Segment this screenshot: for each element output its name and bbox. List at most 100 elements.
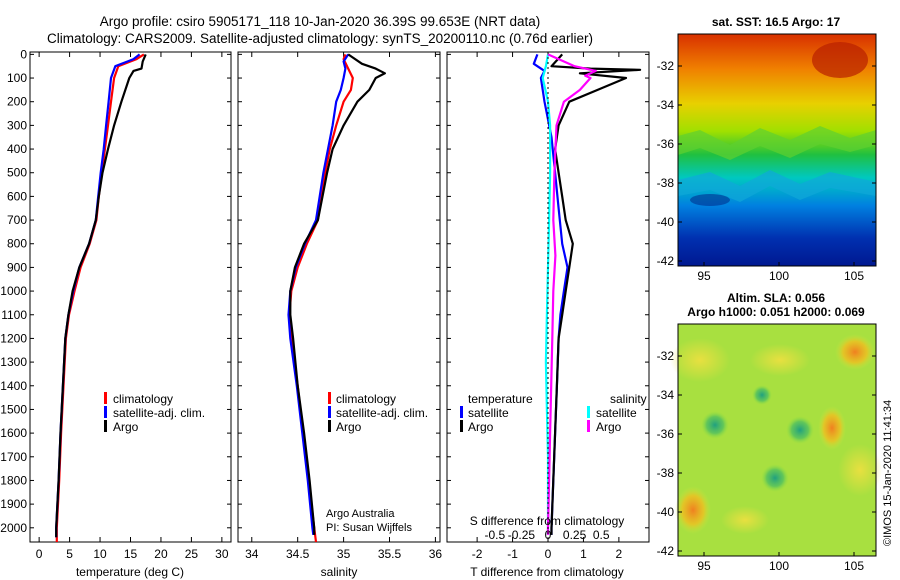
timestamp-stamp: ©IMOS 15-Jan-2020 11:41:34 bbox=[882, 400, 894, 546]
s-difference-title: S difference from climatology bbox=[470, 514, 625, 528]
depth-tick-label: 100 bbox=[7, 71, 27, 85]
depth-tick-label: 1100 bbox=[1, 308, 27, 322]
x-tick-label: 25 bbox=[185, 547, 199, 561]
legend-argo: Argo bbox=[336, 420, 362, 434]
depth-tick-label: 400 bbox=[7, 142, 27, 156]
map-lat-label: -40 bbox=[657, 215, 675, 229]
map-lat-label: -42 bbox=[657, 544, 675, 558]
s-tick-label: 0 bbox=[545, 528, 552, 542]
series-line-satellite-adj-clim- bbox=[55, 53, 141, 538]
x-tick-label: -1 bbox=[507, 547, 518, 561]
x-tick-label: 20 bbox=[154, 547, 168, 561]
sla-map-axes: -32 -34 -36 -38 -40 -42 95 100 105 bbox=[657, 349, 876, 573]
depth-tick-label: 900 bbox=[7, 260, 27, 274]
map-lon-label: 100 bbox=[769, 559, 789, 573]
s-tick-label: -0.5 bbox=[484, 528, 505, 542]
legend-swatch-satellite bbox=[104, 406, 107, 418]
legend-s-satellite: satellite bbox=[596, 406, 637, 420]
legend-swatch-t-argo bbox=[460, 420, 463, 432]
depth-tick-label: 1000 bbox=[0, 284, 27, 298]
salinity-panel bbox=[237, 51, 441, 543]
map-lon-label: 95 bbox=[697, 269, 711, 283]
legend-climatology: climatology bbox=[336, 392, 396, 406]
x-tick-label: 35.5 bbox=[378, 547, 402, 561]
x-tick-label: 0 bbox=[36, 547, 43, 561]
legend-salinity-title: salinity bbox=[610, 392, 647, 406]
legend-satellite: satellite-adj. clim. bbox=[336, 406, 428, 420]
series-line-satellite-adj-clim- bbox=[287, 53, 350, 536]
sst-map bbox=[677, 33, 877, 267]
map-lon-label: 105 bbox=[844, 559, 864, 573]
x-tick-label: 36 bbox=[429, 547, 443, 561]
legend-s-argo: Argo bbox=[596, 420, 622, 434]
difference-xlabel: T difference from climatology bbox=[470, 565, 624, 579]
x-tick-label: -2 bbox=[472, 547, 483, 561]
series-line-t-argo bbox=[550, 53, 642, 535]
x-tick-label: 5 bbox=[66, 547, 73, 561]
depth-tick-label: 1400 bbox=[0, 379, 27, 393]
map-lon-label: 100 bbox=[769, 269, 789, 283]
legend-swatch-argo bbox=[104, 420, 107, 432]
x-tick-label: 30 bbox=[215, 547, 229, 561]
map-lat-label: -36 bbox=[657, 427, 675, 441]
depth-axis: 0 100 200 300 400 500 600 700 800 900 1000 1100 1200… bbox=[0, 47, 649, 535]
depth-tick-label: 200 bbox=[7, 95, 27, 109]
legend-swatch-climatology bbox=[104, 392, 107, 404]
s-tick-label: -0.25 bbox=[508, 528, 536, 542]
map-lat-label: -32 bbox=[657, 349, 675, 363]
legend-t-satellite: satellite bbox=[468, 406, 509, 420]
series-line-climatology bbox=[55, 53, 145, 542]
map-lat-label: -34 bbox=[657, 388, 675, 402]
series-line-argo bbox=[55, 53, 147, 538]
temperature-legend: climatology satellite-adj. clim. Argo bbox=[104, 392, 205, 434]
depth-tick-label: 800 bbox=[7, 237, 27, 251]
s-tick-label: 0.25 bbox=[563, 528, 587, 542]
legend-satellite: satellite-adj. clim. bbox=[113, 406, 205, 420]
depth-tick-label: 1200 bbox=[0, 331, 27, 345]
x-tick-label: 34.5 bbox=[286, 547, 310, 561]
x-tick-label: 15 bbox=[124, 547, 138, 561]
depth-tick-label: 2000 bbox=[0, 521, 27, 535]
legend-swatch-climatology bbox=[328, 392, 331, 404]
depth-tick-label: 1500 bbox=[0, 402, 27, 416]
map-lat-label: -38 bbox=[657, 466, 675, 480]
map-lat-label: -38 bbox=[657, 176, 675, 190]
credit-pi: PI: Susan Wijffels bbox=[326, 522, 412, 534]
depth-tick-label: 1700 bbox=[0, 450, 27, 464]
x-tick-label: 0 bbox=[545, 547, 552, 561]
depth-tick-label: 300 bbox=[7, 118, 27, 132]
header-line1: Argo profile: csiro 5905171_118 10-Jan-2… bbox=[100, 14, 541, 29]
map-lon-label: 105 bbox=[844, 269, 864, 283]
x-tick-label: 10 bbox=[93, 547, 107, 561]
sst-map-title: sat. SST: 16.5 Argo: 17 bbox=[712, 15, 841, 29]
legend-swatch-s-satellite bbox=[587, 406, 590, 418]
map-lat-label: -34 bbox=[657, 98, 675, 112]
x-tick-label: 34 bbox=[245, 547, 259, 561]
legend-climatology: climatology bbox=[113, 392, 173, 406]
series-line-s-argo bbox=[546, 53, 597, 535]
depth-tick-label: 700 bbox=[7, 213, 27, 227]
legend-swatch-argo bbox=[328, 420, 331, 432]
difference-legend: temperature satellite Argo salinity sate… bbox=[460, 392, 647, 434]
legend-swatch-satellite bbox=[328, 406, 331, 418]
map-lat-label: -40 bbox=[657, 505, 675, 519]
series-line-argo bbox=[289, 53, 386, 535]
depth-tick-label: 600 bbox=[7, 189, 27, 203]
credit-org: Argo Australia bbox=[326, 508, 395, 520]
header-line2: Climatology: CARS2009. Satellite-adjuste… bbox=[47, 31, 593, 46]
x-tick-label: 2 bbox=[616, 547, 623, 561]
x-tick-label: 35 bbox=[337, 547, 351, 561]
temperature-xlabel: temperature (deg C) bbox=[76, 565, 184, 579]
legend-argo: Argo bbox=[113, 420, 139, 434]
map-lat-label: -42 bbox=[657, 254, 675, 268]
legend-swatch-t-satellite bbox=[460, 406, 463, 418]
depth-tick-label: 500 bbox=[7, 166, 27, 180]
map-lat-label: -32 bbox=[657, 59, 675, 73]
depth-tick-label: 1300 bbox=[0, 355, 27, 369]
map-lon-label: 95 bbox=[697, 559, 711, 573]
map-lat-label: -36 bbox=[657, 137, 675, 151]
legend-temperature-title: temperature bbox=[468, 392, 533, 406]
x-tick-label: 1 bbox=[580, 547, 587, 561]
sla-map-title2: Argo h1000: 0.051 h2000: 0.069 bbox=[687, 305, 865, 319]
